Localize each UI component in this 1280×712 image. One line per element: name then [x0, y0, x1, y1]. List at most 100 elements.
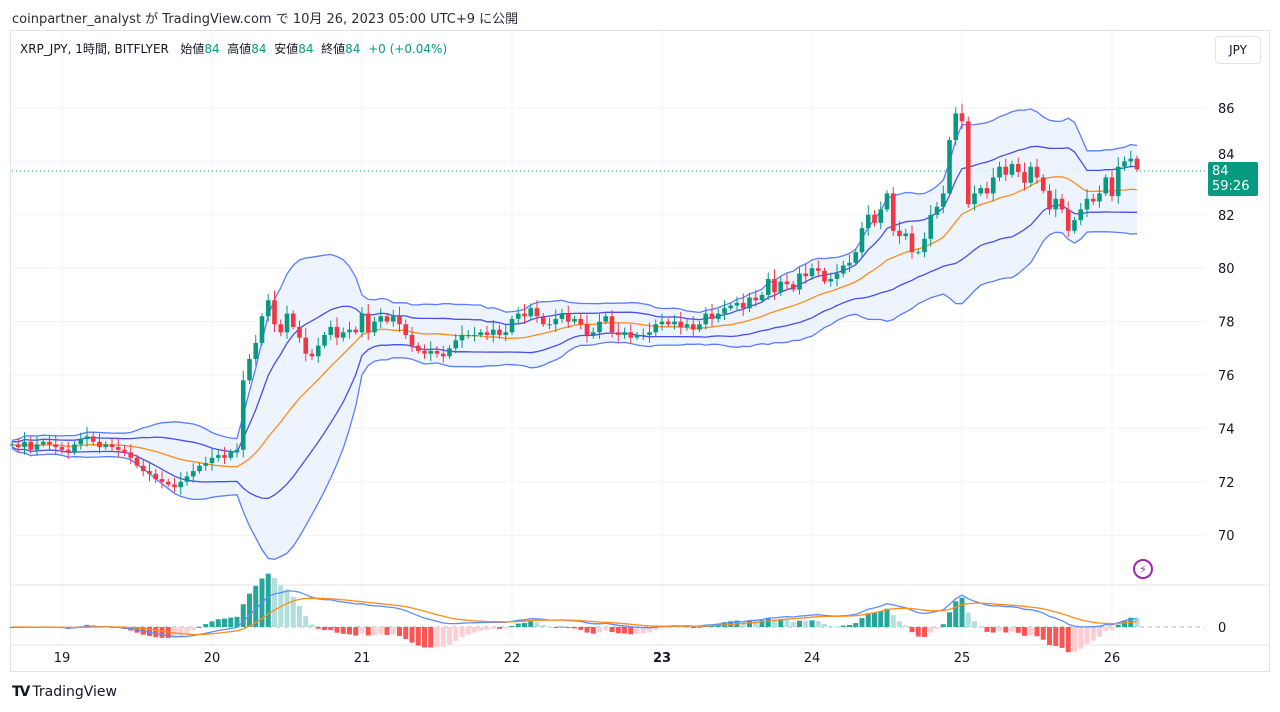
candle-body [1047, 190, 1052, 210]
candle-body [922, 238, 927, 253]
candle [197, 462, 202, 474]
macd-histogram-bar [484, 627, 490, 631]
symbol-legend: XRP_JPY, 1時間, BITFLYER 始値84 高値84 安値84 終値… [20, 40, 447, 57]
tradingview-logo[interactable]: TV TradingView [12, 684, 117, 700]
candle-body [703, 313, 709, 325]
macd-histogram-bar [959, 597, 965, 627]
macd-histogram-bar [947, 612, 952, 627]
candle-body [22, 441, 27, 448]
macd-histogram-bar [665, 627, 671, 628]
candle-body [1059, 198, 1065, 210]
candle [559, 308, 565, 323]
candle-body [347, 329, 352, 333]
macd-histogram-bar [897, 621, 902, 627]
candle-body [340, 332, 346, 338]
candle [465, 330, 471, 339]
candle [365, 303, 371, 340]
candle-body [840, 265, 846, 274]
candle-body [72, 444, 77, 453]
macd-histogram-bar [815, 621, 821, 627]
candle [734, 296, 740, 311]
candle [1059, 193, 1065, 214]
macd-histogram-bar [372, 627, 377, 636]
candle-body [440, 353, 446, 357]
macd-histogram-bar [572, 627, 577, 629]
candle-body [134, 457, 140, 466]
candle [184, 471, 190, 486]
candle [247, 354, 252, 385]
candle-body [628, 332, 634, 338]
candle [540, 313, 546, 327]
lightning-icon[interactable]: ⚡ [1133, 559, 1153, 579]
open-value: 84 [204, 42, 220, 56]
current-price-tag: 84 59:26 [1208, 162, 1258, 196]
candle [1015, 157, 1021, 178]
candle-body [578, 318, 584, 325]
brand-name: TradingView [32, 684, 117, 700]
macd-histogram-bar [890, 615, 896, 627]
symbol-info: XRP_JPY, 1時間, BITFLYER [20, 42, 169, 56]
macd-histogram-bar [497, 627, 502, 629]
macd-histogram-bar [228, 617, 234, 627]
candle-body [522, 313, 527, 317]
candle [290, 310, 296, 330]
candle [453, 333, 459, 354]
time-tick-label: 22 [504, 651, 521, 666]
candle [878, 201, 884, 230]
candle-body [47, 441, 52, 445]
price-tick-label: 74 [1218, 422, 1235, 437]
candle [134, 454, 140, 469]
candle-body [959, 113, 965, 122]
candle-body [665, 321, 671, 325]
candle-body [484, 332, 490, 335]
candle-body [359, 313, 365, 333]
candle-body [259, 316, 265, 343]
candle-body [378, 316, 384, 322]
candle-body [1078, 209, 1084, 221]
candle-body [765, 278, 771, 295]
candle [715, 308, 721, 323]
candle [890, 187, 896, 236]
candle [803, 263, 809, 284]
candle [978, 184, 984, 197]
candle [28, 436, 34, 454]
candle [1047, 184, 1052, 215]
candle-body [897, 230, 902, 237]
candle-body [1128, 158, 1134, 162]
candle-body [247, 358, 252, 381]
macd-histogram-bar [759, 620, 765, 627]
macd-histogram-bar [740, 621, 746, 627]
candle-body [147, 471, 152, 474]
candle-body [815, 268, 821, 271]
candle-body [590, 332, 596, 335]
candle-body [297, 326, 302, 338]
candle-body [53, 444, 59, 448]
macd-histogram-bar [290, 596, 296, 627]
candle-body [165, 481, 171, 485]
macd-histogram-bar [390, 627, 396, 635]
bar-countdown: 59:26 [1212, 179, 1250, 194]
currency-button[interactable]: JPY [1215, 36, 1261, 64]
candle [140, 459, 146, 477]
candle-body [690, 324, 696, 330]
candle-body [1103, 177, 1109, 194]
macd-histogram-bar [328, 627, 334, 631]
candle-body [153, 473, 159, 480]
macd-histogram-bar [565, 627, 571, 628]
candle-body [853, 252, 859, 263]
candle [78, 432, 84, 450]
candle-body [659, 321, 665, 325]
candle [528, 303, 534, 321]
candle [940, 185, 946, 214]
macd-histogram-bar [303, 616, 309, 627]
candle [684, 319, 690, 331]
macd-histogram-bar [609, 627, 615, 632]
chart-frame[interactable] [10, 30, 1270, 672]
candle [334, 317, 340, 346]
macd-histogram-bar [872, 612, 877, 627]
high-label: 高値 [227, 42, 252, 56]
candle [9, 441, 15, 447]
macd-histogram-bar [965, 612, 971, 627]
macd-histogram-bar [1009, 627, 1015, 632]
